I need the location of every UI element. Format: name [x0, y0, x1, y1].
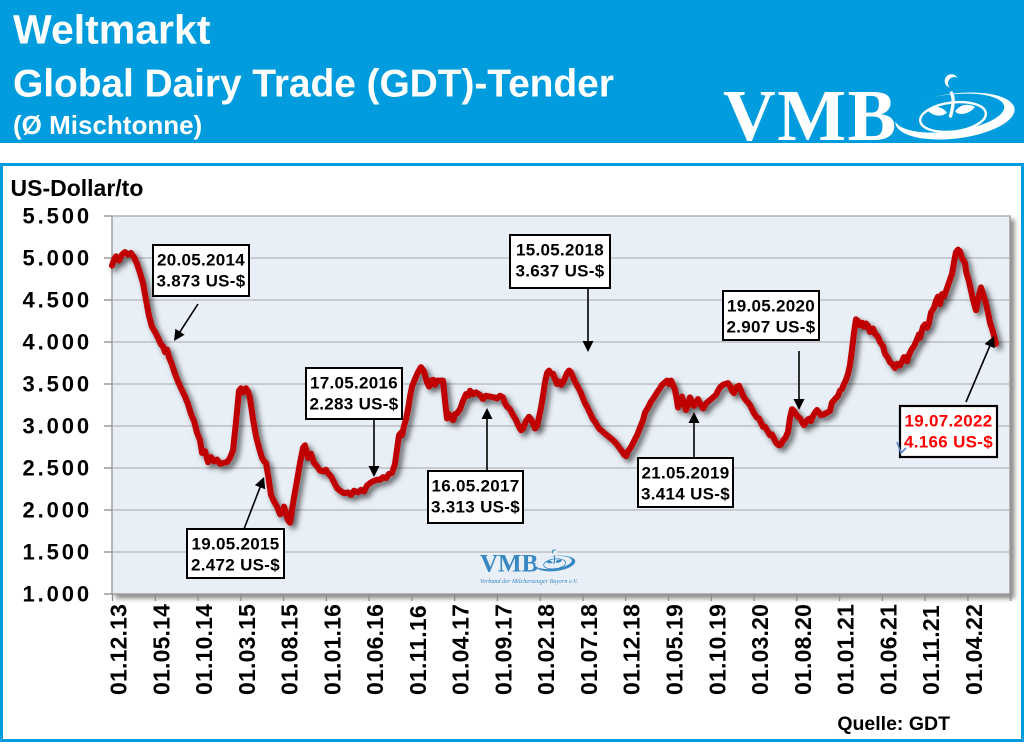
svg-text:4.000: 4.000 [22, 330, 92, 355]
svg-text:Weltmarkt: Weltmarkt [13, 7, 211, 53]
svg-text:VMB: VMB [723, 75, 898, 156]
svg-text:5.000: 5.000 [22, 246, 92, 271]
svg-text:1.500: 1.500 [22, 540, 92, 565]
svg-text:01.06.16: 01.06.16 [362, 604, 388, 695]
svg-text:15.05.2018: 15.05.2018 [516, 241, 604, 260]
svg-text:01.09.17: 01.09.17 [490, 604, 516, 695]
svg-text:VMB: VMB [480, 551, 538, 578]
svg-text:01.08.20: 01.08.20 [790, 604, 816, 695]
svg-text:3.000: 3.000 [22, 414, 92, 439]
svg-text:2.283 US-$: 2.283 US-$ [310, 395, 399, 414]
svg-text:19.07.2022: 19.07.2022 [904, 412, 992, 431]
svg-text:(Ø Mischtonne): (Ø Mischtonne) [13, 110, 202, 140]
svg-text:01.11.16: 01.11.16 [405, 605, 431, 695]
svg-text:3.873 US-$: 3.873 US-$ [157, 272, 246, 291]
svg-text:17.05.2016: 17.05.2016 [310, 374, 398, 393]
svg-text:01.06.21: 01.06.21 [875, 604, 901, 695]
svg-text:5.500: 5.500 [22, 204, 92, 229]
svg-text:01.05.19: 01.05.19 [662, 604, 688, 695]
svg-text:01.10.19: 01.10.19 [704, 604, 730, 695]
svg-text:21.05.2019: 21.05.2019 [641, 464, 729, 483]
svg-text:01.08.15: 01.08.15 [277, 604, 303, 695]
svg-text:19.05.2015: 19.05.2015 [191, 535, 279, 554]
svg-text:Quelle: GDT: Quelle: GDT [837, 713, 950, 735]
svg-text:2.500: 2.500 [22, 456, 92, 481]
svg-text:01.01.21: 01.01.21 [833, 604, 859, 695]
svg-text:01.04.22: 01.04.22 [961, 604, 987, 695]
svg-text:01.11.21: 01.11.21 [918, 605, 944, 695]
svg-text:01.12.13: 01.12.13 [106, 604, 132, 695]
svg-text:4.500: 4.500 [22, 288, 92, 313]
svg-text:2.000: 2.000 [22, 498, 92, 523]
svg-text:1.000: 1.000 [22, 582, 92, 607]
svg-text:20.05.2014: 20.05.2014 [157, 251, 245, 270]
svg-text:01.12.18: 01.12.18 [619, 604, 645, 695]
svg-text:3.313 US-$: 3.313 US-$ [431, 498, 520, 517]
svg-text:01.10.14: 01.10.14 [191, 604, 217, 695]
svg-text:19.05.2020: 19.05.2020 [727, 297, 815, 316]
svg-text:01.04.17: 01.04.17 [448, 604, 474, 695]
svg-text:3.637 US-$: 3.637 US-$ [516, 262, 605, 281]
svg-text:01.01.16: 01.01.16 [319, 604, 345, 695]
svg-text:01.03.15: 01.03.15 [234, 604, 260, 695]
svg-text:01.05.14: 01.05.14 [148, 604, 174, 695]
svg-text:Global Dairy Trade (GDT)-Tende: Global Dairy Trade (GDT)-Tender [13, 63, 614, 106]
svg-text:3.414 US-$: 3.414 US-$ [641, 485, 730, 504]
svg-text:3.500: 3.500 [22, 372, 92, 397]
svg-text:US-Dollar/to: US-Dollar/to [11, 175, 144, 201]
svg-text:01.02.18: 01.02.18 [533, 604, 559, 695]
svg-text:4.166 US-$: 4.166 US-$ [904, 433, 993, 452]
svg-text:2.907 US-$: 2.907 US-$ [727, 318, 816, 337]
svg-text:2.472 US-$: 2.472 US-$ [191, 556, 280, 575]
svg-text:Verband der Milcherzeuger Baye: Verband der Milcherzeuger Bayern e.V. [480, 578, 578, 585]
svg-text:16.05.2017: 16.05.2017 [431, 477, 519, 496]
svg-text:01.03.20: 01.03.20 [747, 604, 773, 695]
svg-text:01.07.18: 01.07.18 [576, 604, 602, 695]
